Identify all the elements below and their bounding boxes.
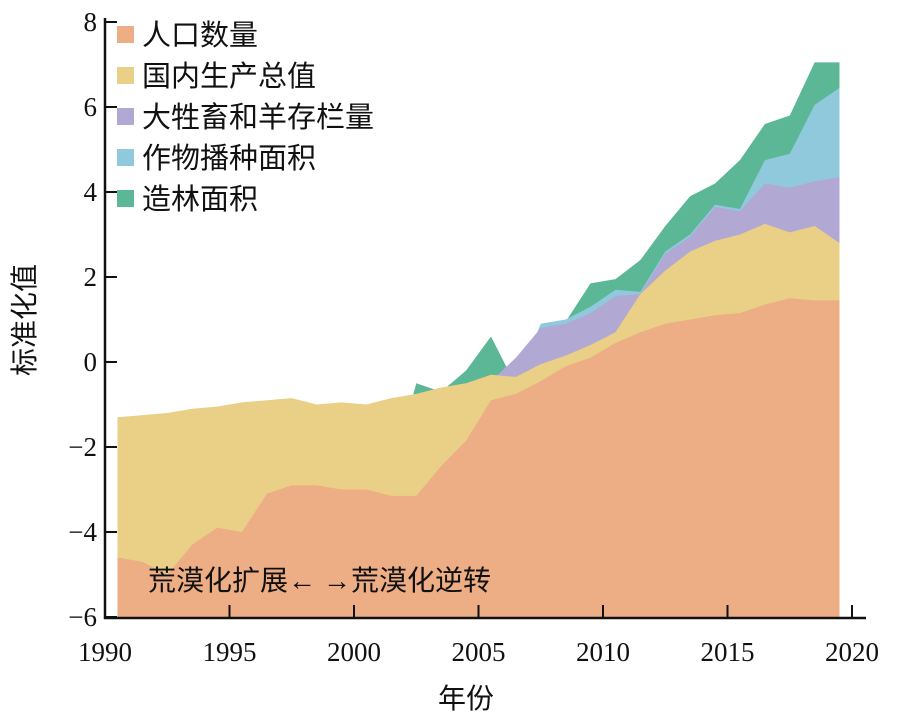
x-tick-label: 1995	[203, 637, 257, 667]
y-tick-label: 8	[84, 7, 98, 37]
x-tick-label: 2020	[825, 637, 879, 667]
y-tick-label: −2	[68, 432, 97, 462]
series-areas	[117, 62, 840, 617]
y-tick-label: 0	[84, 347, 98, 377]
y-tick-label: 6	[84, 92, 98, 122]
x-tick-label: 2015	[701, 637, 755, 667]
legend-swatch	[117, 149, 134, 166]
y-tick-label: 2	[84, 262, 98, 292]
area-4	[117, 298, 840, 617]
legend-label: 人口数量	[142, 19, 258, 52]
legend-label: 大牲畜和羊存栏量	[142, 101, 374, 134]
legend-label: 造林面积	[142, 183, 258, 216]
x-tick-label: 2010	[576, 637, 630, 667]
y-tick-label: −6	[68, 602, 97, 632]
legend-swatch	[117, 108, 134, 125]
legend-label: 国内生产总值	[142, 60, 316, 93]
x-tick-label: 2000	[327, 637, 381, 667]
legend-swatch	[117, 26, 134, 43]
x-tick-label: 1990	[78, 637, 132, 667]
x-axis-label: 年份	[438, 683, 494, 715]
axes: −6 −4 −2 0 2 4 6 8 1990 1995 2000 2005 2010 2015 2020	[68, 7, 879, 667]
legend-swatch	[117, 190, 134, 207]
legend-swatch	[117, 67, 134, 84]
x-tick-label: 2005	[452, 637, 506, 667]
annotation-desertification: 荒漠化扩展← →荒漠化逆转	[148, 565, 491, 597]
y-axis-label: 标准化值	[9, 264, 41, 376]
y-tick-label: 4	[84, 177, 98, 207]
legend-label: 作物播种面积	[142, 142, 316, 175]
y-tick-label: −4	[68, 517, 97, 547]
